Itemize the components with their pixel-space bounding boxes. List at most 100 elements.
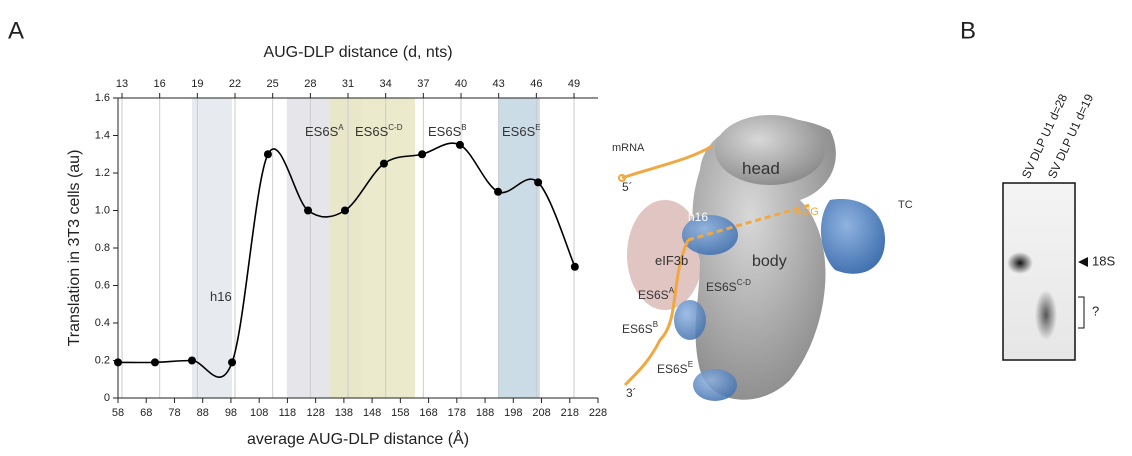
y-tick-label: 0 <box>104 392 110 404</box>
x-tick-label: 198 <box>504 407 522 419</box>
point <box>570 262 579 271</box>
x2-tick-label: 19 <box>191 78 203 90</box>
label: ES6SC-D <box>355 123 403 139</box>
superscript: B <box>461 123 466 132</box>
shaded-band <box>330 98 416 398</box>
label: ES6SE <box>502 123 541 139</box>
x-tick-label: 118 <box>279 407 297 419</box>
label-text: ES6S <box>355 124 389 139</box>
x-tick-label: 78 <box>168 407 180 419</box>
superscript: A <box>338 123 344 132</box>
label-text: head <box>742 159 780 178</box>
x-tick-label: 128 <box>306 407 324 419</box>
y-tick-label: 0.4 <box>95 317 110 329</box>
label: ES6SE <box>657 360 693 376</box>
label-text: 5´ <box>622 180 633 194</box>
point <box>187 356 196 365</box>
y-tick-label: 1.4 <box>95 129 110 141</box>
shaded-band <box>498 98 540 398</box>
point <box>341 206 350 215</box>
panel-label: A <box>8 17 24 44</box>
x2-tick-label: 31 <box>342 78 354 90</box>
y-axis-title: Translation in 3T3 cells (au) <box>66 150 83 347</box>
label: ES6SA <box>305 123 344 139</box>
point <box>418 150 427 159</box>
point <box>150 358 159 367</box>
label-text: ES6S <box>305 124 339 139</box>
shaded-band <box>191 98 233 398</box>
x-tick-label: 108 <box>250 407 268 419</box>
label: TC <box>898 199 913 211</box>
x-tick-label: 148 <box>363 407 381 419</box>
top-axis-title: AUG-DLP distance (d, nts) <box>263 44 452 61</box>
point <box>263 150 272 159</box>
point <box>494 187 503 196</box>
label-text: 3´ <box>626 386 637 400</box>
label: 3´ <box>626 386 637 400</box>
x2-tick-label: 40 <box>455 78 467 90</box>
label: h16 <box>210 289 232 304</box>
point <box>534 178 543 187</box>
label-text: body <box>752 253 787 270</box>
band-label: 18S <box>1092 253 1115 268</box>
superscript: E <box>688 360 693 369</box>
ribosome-render <box>618 115 885 401</box>
superscript: C-D <box>737 278 751 287</box>
label-text: h16 <box>210 289 232 304</box>
point <box>228 358 237 367</box>
y-tick-label: 1.6 <box>95 92 110 104</box>
x-axis-title: average AUG-DLP distance (Å) <box>247 429 469 448</box>
x-tick-label: 68 <box>140 407 152 419</box>
x2-tick-label: 46 <box>530 78 542 90</box>
x-tick-label: 158 <box>391 407 409 419</box>
x2-tick-label: 13 <box>116 78 128 90</box>
label: h16 <box>688 210 708 224</box>
gel-band <box>1007 252 1033 274</box>
x-tick-label: 168 <box>419 407 437 419</box>
panel-label: B <box>960 17 976 44</box>
superscript: E <box>535 123 540 132</box>
superscript: C-D <box>388 123 402 132</box>
band-arrow <box>1078 257 1088 267</box>
label-text: AUG <box>795 206 819 218</box>
x2-tick-label: 22 <box>229 78 241 90</box>
x-tick-label: 58 <box>112 407 124 419</box>
label: 5´ <box>622 180 633 194</box>
y-tick-label: 0.2 <box>95 354 110 366</box>
gel-band <box>1035 290 1057 340</box>
line-chart: 13 16 19 22 25 28 31 34 37 40 43 46 49 58 68 78 88 98 108 1… <box>66 44 607 448</box>
label: mRNA <box>612 142 645 154</box>
x-tick-label: 208 <box>532 407 550 419</box>
label: ES6SA <box>638 286 675 302</box>
label-text: eIF3b <box>655 253 688 268</box>
label: head <box>742 159 780 178</box>
label-text: mRNA <box>612 142 645 154</box>
x-tick-label: 228 <box>589 407 607 419</box>
label: AUG <box>795 206 819 218</box>
label: eIF3b <box>655 253 688 268</box>
x-tick-label: 98 <box>225 407 237 419</box>
label-text: TC <box>898 199 913 211</box>
x2-tick-label: 43 <box>493 78 505 90</box>
x2-tick-label: 49 <box>568 78 580 90</box>
x-tick-label: 188 <box>476 407 494 419</box>
x2-tick-label: 28 <box>304 78 316 90</box>
label-text: ES6S <box>622 322 653 336</box>
label: ES6SB <box>428 123 467 139</box>
x2-tick-label: 25 <box>267 78 279 90</box>
y-tick-label: 0.8 <box>95 242 110 254</box>
x-tick-label: 88 <box>197 407 209 419</box>
label-text: ES6S <box>706 280 737 294</box>
x2-tick-label: 34 <box>380 78 392 90</box>
x-tick-label: 178 <box>448 407 466 419</box>
point <box>379 159 388 168</box>
label-text: ES6S <box>657 362 688 376</box>
label: body <box>752 253 787 270</box>
y-tick-label: 1.2 <box>95 167 110 179</box>
label-text: ES6S <box>502 124 536 139</box>
superscript: B <box>653 320 658 329</box>
label-text: h16 <box>688 210 708 224</box>
